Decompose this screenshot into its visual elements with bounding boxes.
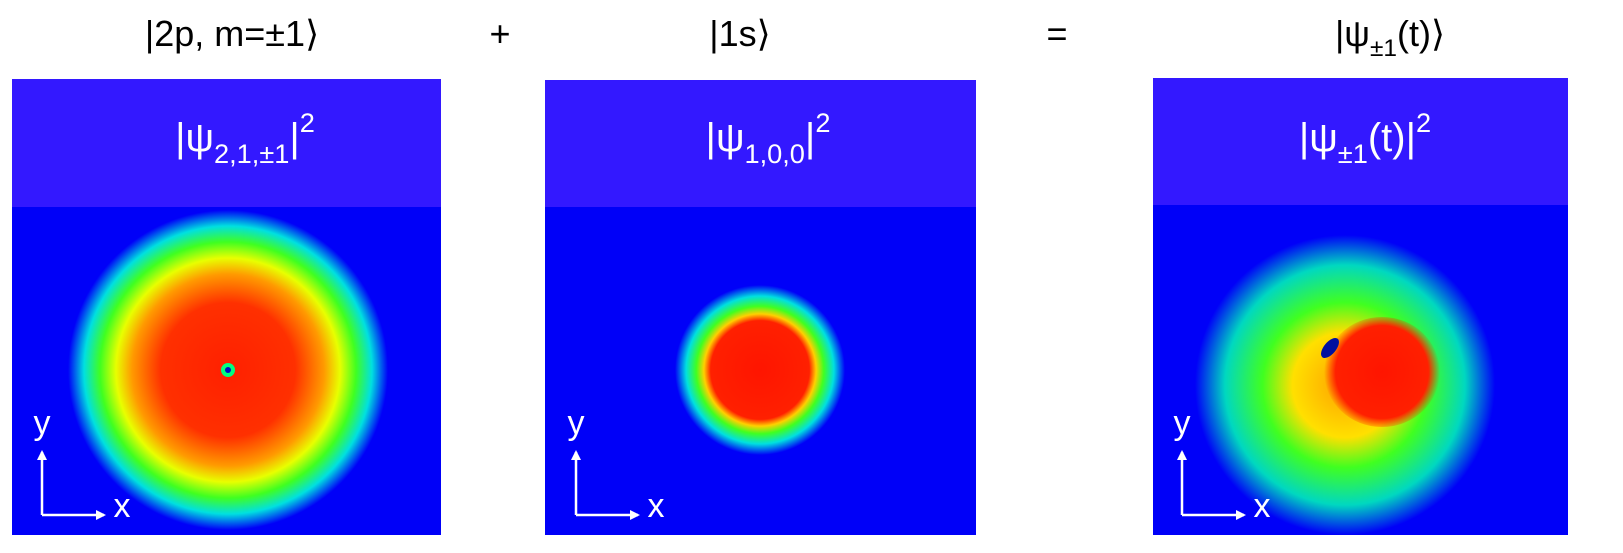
y-axis-label: y [34, 404, 51, 442]
supscript: 2 [300, 107, 315, 138]
node [1321, 338, 1339, 358]
rich-text: |ψ2,1,±1|2 [175, 107, 315, 169]
text-part: |ψ [706, 116, 745, 160]
panel-header [12, 79, 441, 207]
text-part: | [805, 116, 815, 160]
text-part: |ψ [1335, 13, 1370, 54]
x-axis-label: x [1254, 487, 1271, 525]
density-core [1324, 317, 1440, 427]
rich-text: |ψ±1(t)⟩ [1335, 13, 1445, 62]
panel-header [1153, 78, 1568, 205]
y-axis-label: y [568, 404, 585, 442]
x-axis-label: x [114, 487, 131, 525]
text-part: (t)| [1368, 116, 1416, 160]
subscript: ±1 [1338, 138, 1368, 169]
text-part: |1s⟩ [709, 13, 770, 54]
text-part: |2p, m=±1⟩ [145, 13, 319, 54]
rich-text: + [489, 13, 510, 54]
rich-text: |ψ±1(t)|2 [1299, 107, 1431, 169]
text-part: |ψ [175, 116, 214, 160]
rich-text: |2p, m=±1⟩ [145, 13, 319, 54]
top-labels: |2p, m=±1⟩ + |1s⟩ = |ψ±1(t)⟩ [145, 13, 1445, 62]
y-axis-label: y [1174, 404, 1191, 442]
panel-3 [1153, 78, 1568, 535]
rich-text: |ψ1,0,0|2 [706, 107, 831, 169]
subscript: 1,0,0 [744, 138, 804, 169]
subscript: 2,1,±1 [214, 138, 289, 169]
supscript: 2 [1416, 107, 1431, 138]
text-part: = [1046, 13, 1067, 54]
x-axis-label: x [648, 487, 665, 525]
supscript: 2 [815, 107, 830, 138]
rich-text: |1s⟩ [709, 13, 770, 54]
subscript: ±1 [1370, 35, 1397, 62]
panel-1 [12, 79, 441, 535]
node-core [225, 367, 231, 373]
text-part: (t)⟩ [1397, 13, 1445, 54]
panel-texts: |ψ2,1,±1|2yx|ψ1,0,0|2yx|ψ±1(t)|2yx [34, 107, 1432, 525]
text-part: |ψ [1299, 116, 1338, 160]
text-part: + [489, 13, 510, 54]
text-part: | [289, 116, 299, 160]
rich-text: = [1046, 13, 1067, 54]
panel-header [545, 80, 976, 207]
panel-2 [545, 80, 976, 535]
density [675, 285, 845, 455]
